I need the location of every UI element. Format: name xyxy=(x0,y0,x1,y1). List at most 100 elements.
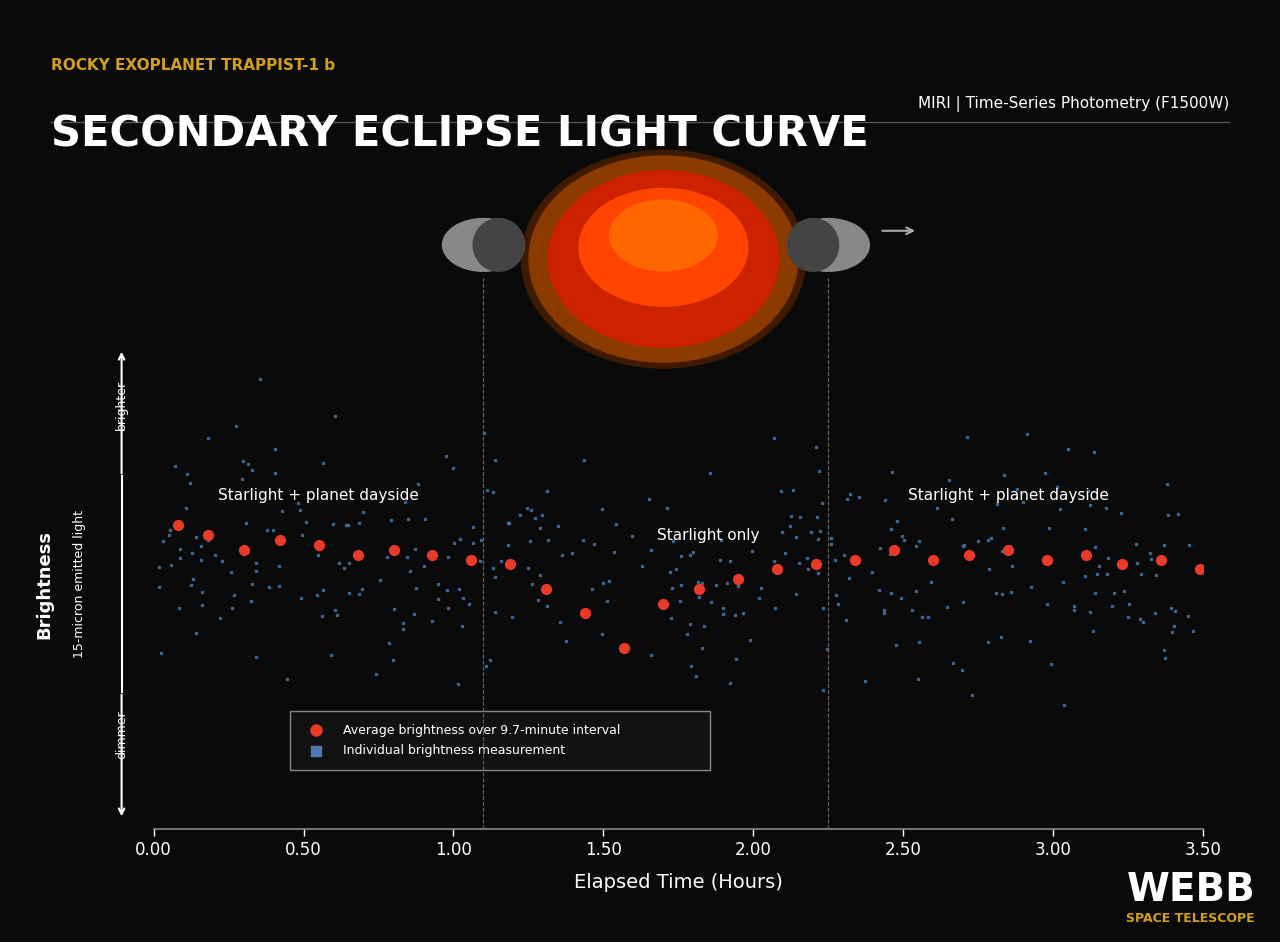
Point xyxy=(840,486,860,501)
Point xyxy=(233,543,253,558)
Point xyxy=(536,581,557,596)
Point xyxy=(1103,586,1124,601)
Point xyxy=(422,547,443,562)
Point xyxy=(1126,556,1147,571)
Point xyxy=(338,517,358,532)
Point xyxy=(987,496,1007,512)
Point xyxy=(532,508,553,523)
Point xyxy=(490,553,511,568)
Point xyxy=(291,591,311,606)
Point xyxy=(438,582,458,597)
Point xyxy=(836,613,856,628)
Point xyxy=(339,555,360,570)
Point xyxy=(246,555,266,570)
Point xyxy=(1002,559,1023,574)
Point xyxy=(1098,551,1119,566)
Point xyxy=(406,580,426,595)
Point xyxy=(951,662,972,677)
Point xyxy=(808,532,828,547)
Point xyxy=(1021,579,1042,594)
Point xyxy=(210,611,230,626)
Point xyxy=(991,629,1011,644)
Point xyxy=(575,453,595,468)
Point xyxy=(1117,609,1138,625)
Point xyxy=(480,652,500,667)
Point xyxy=(709,553,730,568)
Point xyxy=(498,537,518,552)
Point xyxy=(1130,566,1151,581)
Point xyxy=(927,500,947,515)
Point xyxy=(689,581,709,596)
Point xyxy=(1059,442,1079,457)
Point xyxy=(918,609,938,625)
Point xyxy=(1119,596,1139,611)
Point xyxy=(691,641,712,656)
FancyBboxPatch shape xyxy=(291,711,710,771)
Point xyxy=(452,591,472,606)
Point xyxy=(530,568,550,583)
Point xyxy=(296,514,316,529)
Point xyxy=(326,608,347,623)
Point xyxy=(448,677,468,692)
Point xyxy=(593,626,613,642)
Point xyxy=(687,575,708,590)
Point xyxy=(605,517,626,532)
Point xyxy=(719,675,740,690)
Point xyxy=(1037,597,1057,612)
Point xyxy=(797,551,818,566)
Point xyxy=(242,577,262,592)
Point xyxy=(961,688,982,703)
Point xyxy=(705,577,726,593)
Point xyxy=(808,565,828,580)
Point xyxy=(265,465,285,480)
Point xyxy=(671,548,691,563)
Point xyxy=(421,613,442,628)
Point xyxy=(538,532,558,547)
Point xyxy=(1020,633,1041,648)
Point xyxy=(1064,603,1084,618)
Point xyxy=(1112,557,1133,572)
Point xyxy=(942,512,963,527)
Point xyxy=(393,622,413,637)
Point xyxy=(978,532,998,547)
Point xyxy=(349,515,370,530)
Point xyxy=(849,490,869,505)
Point xyxy=(813,601,833,616)
Point xyxy=(599,574,620,589)
Point xyxy=(699,466,719,481)
Point xyxy=(680,547,700,562)
Point xyxy=(307,587,328,602)
Point xyxy=(800,525,820,540)
Point xyxy=(530,520,550,535)
Point xyxy=(536,483,557,498)
Point xyxy=(191,539,211,554)
Point xyxy=(474,426,494,441)
Point xyxy=(806,440,827,455)
Point xyxy=(828,596,849,611)
Point xyxy=(307,548,328,563)
Point xyxy=(186,529,206,544)
Point xyxy=(221,564,242,579)
Text: Individual brightness measurement: Individual brightness measurement xyxy=(343,744,564,757)
Ellipse shape xyxy=(787,219,838,271)
Point xyxy=(771,484,791,499)
Point xyxy=(191,553,211,568)
Point xyxy=(909,533,929,548)
Point xyxy=(259,579,279,594)
Point xyxy=(817,642,837,657)
Point xyxy=(379,636,399,651)
X-axis label: Elapsed Time (Hours): Elapsed Time (Hours) xyxy=(573,872,783,892)
Point xyxy=(1161,600,1181,615)
Point xyxy=(1146,568,1166,583)
Point xyxy=(1084,445,1105,460)
Point xyxy=(790,510,810,525)
Point xyxy=(1158,508,1179,523)
Point xyxy=(462,535,483,550)
Point xyxy=(662,580,682,595)
Point xyxy=(502,610,522,625)
Point xyxy=(160,523,180,538)
Point xyxy=(632,559,653,574)
Point xyxy=(905,583,925,598)
Point xyxy=(477,482,498,497)
Point xyxy=(689,589,709,604)
